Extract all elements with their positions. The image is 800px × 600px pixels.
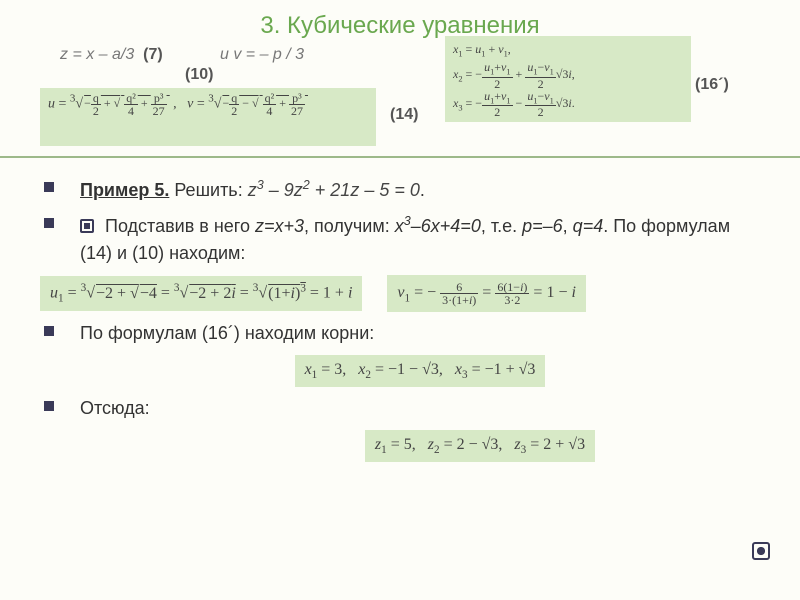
num-eq14: (14) xyxy=(390,106,418,124)
label-eq7: z = x – a/3 (7) xyxy=(60,46,163,64)
example-label: Пример 5. xyxy=(80,180,169,200)
reference-formulas: z = x – a/3 (7) u v = – p / 3 (10) u = 3… xyxy=(0,46,800,158)
bullet-substitution: Подставив в него z=x+3, получим: x3–6x+4… xyxy=(80,212,760,267)
formula-x-roots: x1 = 3, x2 = −1 − √3, x3 = −1 + √3 xyxy=(295,355,546,387)
row-z-roots: z1 = 5, z2 = 2 − √3, z3 = 2 + √3 xyxy=(80,430,760,462)
formula-z-roots: z1 = 5, z2 = 2 − √3, z3 = 2 + √3 xyxy=(365,430,595,462)
bullet-icon xyxy=(44,182,54,192)
bullet-hence: Отсюда: xyxy=(80,395,760,422)
row-x-roots: x1 = 3, x2 = −1 − √3, x3 = −1 + √3 xyxy=(80,355,760,387)
num-eq10: (10) xyxy=(185,66,213,84)
bullet-icon xyxy=(44,401,54,411)
formula-box-16: x1 = u1 + v1, x2 = −u1+v12 + u1−v12√3i, … xyxy=(445,36,691,122)
bullet-icon xyxy=(44,218,54,228)
formula-u1: u1 = 3√−2 + √−4 = 3√−2 + 2i = 3√(1+i)3 =… xyxy=(40,276,362,311)
bullet-example: Пример 5. Решить: z3 – 9z2 + 21z – 5 = 0… xyxy=(80,176,760,204)
bullet-icon xyxy=(44,326,54,336)
qed-icon xyxy=(752,542,770,560)
row-uv-formulas: u1 = 3√−2 + √−4 = 3√−2 + 2i = 3√(1+i)3 =… xyxy=(80,275,760,312)
bullet-roots: По формулам (16´) находим корни: xyxy=(80,320,760,347)
formula-v1: v1 = − 63·(1+i) = 6(1−i)3·2 = 1 − i xyxy=(387,275,586,312)
content: Пример 5. Решить: z3 – 9z2 + 21z – 5 = 0… xyxy=(0,158,800,462)
num-eq16: (16´) xyxy=(695,76,729,94)
label-eq10: u v = – p / 3 xyxy=(220,46,304,64)
sub-bullet-icon xyxy=(80,219,94,233)
formula-box-14: u = 3√−q2 + √ q²4 + p³27 , v = 3√−q2 − √… xyxy=(40,88,376,146)
